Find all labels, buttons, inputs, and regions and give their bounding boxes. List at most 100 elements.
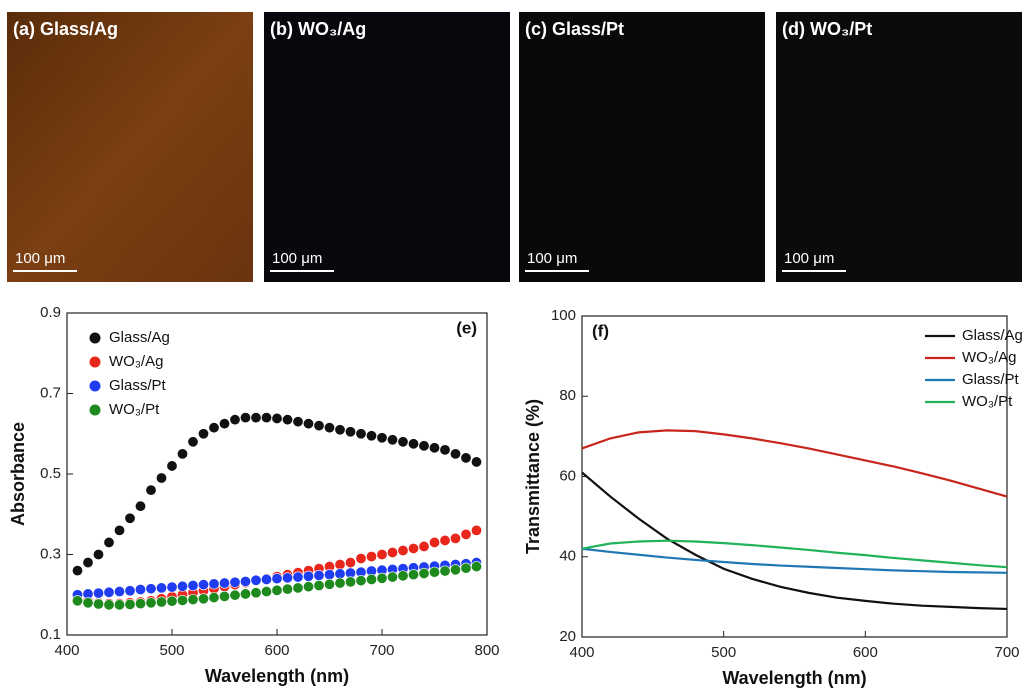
data-point [386, 434, 398, 446]
y-tick-label: 60 [559, 467, 576, 484]
series [581, 539, 1008, 569]
data-point [229, 589, 241, 601]
data-point [198, 593, 210, 605]
data-point [460, 452, 472, 464]
data-point [250, 574, 262, 586]
data-point [439, 534, 451, 546]
data-point [114, 524, 126, 536]
data-point [114, 586, 126, 598]
x-axis-label: Wavelength (nm) [722, 668, 866, 688]
legend-marker [89, 356, 101, 368]
legend-marker [89, 380, 101, 392]
data-point [281, 583, 293, 595]
data-point [418, 540, 430, 552]
y-tick-label: 0.9 [40, 304, 61, 321]
legend-label: Glass/Ag [109, 329, 170, 346]
y-tick-label: 0.5 [40, 465, 61, 482]
data-point [302, 570, 314, 582]
data-point [240, 588, 252, 600]
data-line [581, 471, 1008, 611]
data-point [407, 438, 419, 450]
data-point [145, 484, 157, 496]
data-point [177, 594, 189, 606]
data-point [428, 442, 440, 454]
data-point [397, 570, 409, 582]
data-point [407, 569, 419, 581]
data-point [72, 595, 84, 607]
data-point [439, 565, 451, 577]
series [581, 547, 1008, 574]
data-point [418, 567, 430, 579]
data-point [334, 568, 346, 580]
micrograph [264, 12, 510, 282]
data-point [365, 573, 377, 585]
data-point [93, 598, 105, 610]
data-point [82, 597, 94, 609]
data-point [166, 581, 178, 593]
y-tick-label: 40 [559, 548, 576, 565]
data-point [344, 557, 356, 569]
data-point [250, 412, 262, 424]
data-point [313, 569, 325, 581]
data-point [229, 414, 241, 426]
legend-label: WO₃/Ag [962, 349, 1016, 366]
data-point [135, 500, 147, 512]
x-tick-label: 600 [853, 644, 878, 661]
x-tick-label: 800 [474, 642, 499, 659]
data-point [72, 565, 84, 577]
x-tick-label: 500 [711, 644, 736, 661]
panel-annotation: (e) [456, 318, 477, 337]
data-point [260, 412, 272, 424]
data-point [302, 418, 314, 430]
data-point [208, 578, 220, 590]
data-point [439, 444, 451, 456]
data-point [124, 598, 136, 610]
scale-bar-label: 100 μm [15, 250, 65, 267]
data-point [219, 590, 231, 602]
y-tick-label: 0.7 [40, 384, 61, 401]
data-point [114, 599, 126, 611]
data-point [292, 582, 304, 594]
data-point [418, 440, 430, 452]
data-point [166, 595, 178, 607]
data-point [470, 456, 482, 468]
legend-label: WO₃/Ag [109, 353, 163, 370]
panel-label: (a) Glass/Ag [13, 19, 118, 39]
data-point [156, 472, 168, 484]
x-tick-label: 400 [569, 644, 594, 661]
legend-marker [89, 332, 101, 344]
x-tick-label: 400 [54, 642, 79, 659]
panel-label: (c) Glass/Pt [525, 19, 624, 39]
data-point [460, 562, 472, 574]
y-tick-label: 100 [551, 307, 576, 324]
scale-bar-label: 100 μm [527, 250, 577, 267]
data-point [156, 582, 168, 594]
data-line [581, 429, 1008, 498]
data-point [260, 586, 272, 598]
x-tick-label: 700 [369, 642, 394, 659]
micrograph [776, 12, 1022, 282]
data-point [281, 572, 293, 584]
y-tick-label: 0.3 [40, 545, 61, 562]
data-point [428, 536, 440, 548]
data-point [407, 542, 419, 554]
data-point [292, 571, 304, 583]
y-axis-label: Transmittance (%) [523, 399, 543, 554]
data-point [156, 596, 168, 608]
legend-label: WO₃/Pt [109, 401, 160, 418]
data-point [124, 512, 136, 524]
series [72, 561, 482, 611]
scale-bar-label: 100 μm [272, 250, 322, 267]
y-tick-label: 0.1 [40, 626, 61, 643]
data-point [376, 548, 388, 560]
data-point [145, 583, 157, 595]
data-point [376, 572, 388, 584]
data-point [240, 575, 252, 587]
panel-annotation: (f) [592, 321, 609, 340]
data-point [229, 576, 241, 588]
data-point [302, 581, 314, 593]
data-point [240, 412, 252, 424]
data-point [198, 428, 210, 440]
data-point [135, 584, 147, 596]
data-line [581, 547, 1008, 574]
